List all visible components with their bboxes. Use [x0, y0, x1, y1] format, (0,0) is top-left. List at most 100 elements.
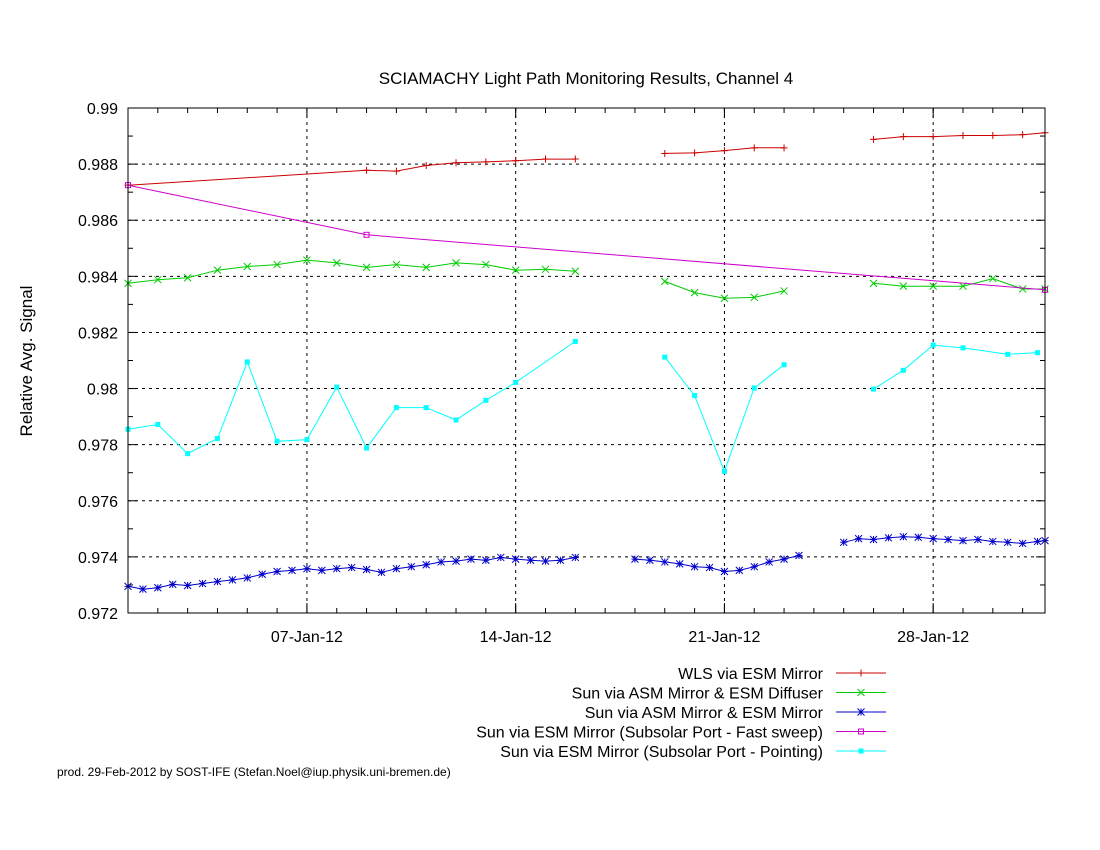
data-point [1035, 350, 1041, 356]
series-line [127, 556, 576, 590]
data-point [914, 533, 923, 542]
data-point [750, 144, 758, 152]
data-point [214, 435, 220, 441]
series-5 [125, 338, 1041, 474]
series-line [634, 555, 800, 573]
data-point [780, 144, 788, 152]
legend-marker [858, 748, 864, 754]
data-point [705, 563, 714, 572]
data-point [690, 288, 699, 297]
y-tick-label: 0.98 [87, 382, 118, 399]
data-point [854, 534, 863, 543]
x-tick-label: 07-Jan-12 [271, 629, 343, 646]
series-line [873, 132, 1046, 140]
data-point [362, 263, 371, 272]
y-axis-label: Relative Avg. Signal [17, 286, 36, 437]
data-point [750, 293, 759, 302]
series-line [873, 344, 1038, 390]
data-point [884, 533, 893, 542]
data-point [720, 567, 729, 576]
data-point [139, 585, 147, 594]
y-tick-label: 0.972 [78, 606, 118, 623]
data-point [183, 273, 192, 282]
data-point [839, 538, 848, 547]
data-point [959, 131, 967, 139]
y-tick-label: 0.982 [78, 325, 118, 342]
data-point [765, 558, 774, 566]
data-point [482, 260, 490, 269]
data-point [929, 282, 938, 291]
data-point [304, 437, 310, 443]
y-tick-label: 0.988 [78, 157, 118, 174]
data-point [780, 287, 788, 295]
data-point [526, 556, 535, 565]
data-point [243, 574, 252, 582]
data-point [303, 256, 311, 264]
legend-marker [857, 669, 865, 677]
data-point [751, 385, 757, 391]
y-tick-label: 0.978 [78, 438, 118, 455]
data-point [871, 386, 877, 392]
data-point [364, 445, 370, 451]
data-point [556, 556, 565, 565]
data-point [452, 159, 460, 167]
data-point [258, 570, 267, 579]
legend-marker [857, 708, 865, 716]
data-point [437, 558, 445, 566]
data-point [989, 131, 997, 139]
data-point [988, 274, 997, 283]
legend-label: Sun via ASM Mirror & ESM Diffuser [572, 686, 824, 703]
data-point [869, 535, 878, 544]
data-point [1019, 131, 1027, 139]
data-point [392, 167, 400, 175]
data-point [974, 535, 982, 544]
data-point [273, 567, 281, 576]
series-layer [124, 129, 1049, 594]
series-line [127, 340, 576, 455]
data-point [541, 557, 550, 565]
legend-label: Sun via ESM Mirror (Subsolar Port - Poin… [500, 744, 823, 761]
data-point [317, 566, 326, 575]
data-point [273, 260, 281, 269]
data-point [407, 562, 416, 571]
data-point [780, 555, 788, 563]
data-point [1033, 537, 1042, 546]
data-point [153, 275, 162, 284]
data-point [392, 260, 401, 269]
data-point [363, 166, 371, 174]
data-point [512, 157, 520, 165]
data-point [795, 551, 803, 560]
data-point [721, 468, 727, 474]
data-point [929, 534, 938, 543]
data-point [393, 405, 399, 411]
data-point [452, 259, 460, 267]
data-point [168, 580, 177, 589]
data-point [1018, 285, 1027, 293]
data-point [944, 535, 952, 544]
data-point [899, 282, 908, 291]
data-point [513, 379, 519, 385]
data-point [482, 556, 490, 565]
data-point [511, 555, 520, 563]
data-point [900, 367, 906, 373]
legend-label: Sun via ESM Mirror (Subsolar Port - Fast… [476, 725, 823, 742]
data-point [496, 553, 505, 562]
data-point [661, 149, 669, 157]
series-line [127, 184, 1046, 291]
data-point [541, 155, 549, 163]
data-point [899, 133, 907, 141]
data-point [213, 577, 222, 586]
data-point [930, 342, 936, 348]
axis-ticks: 0.972 0.974 0.976 0.978 0.98 0.982 0.984 0.986 0… [78, 101, 1045, 646]
data-point [571, 155, 579, 163]
data-point [377, 568, 386, 577]
data-point [423, 405, 429, 411]
data-point [482, 158, 490, 166]
series-line [127, 259, 576, 284]
y-tick-label: 0.974 [78, 550, 118, 567]
data-point [781, 362, 787, 368]
data-point [362, 565, 371, 574]
data-point [690, 562, 699, 571]
y-tick-label: 0.984 [78, 269, 118, 286]
data-point [332, 564, 341, 573]
